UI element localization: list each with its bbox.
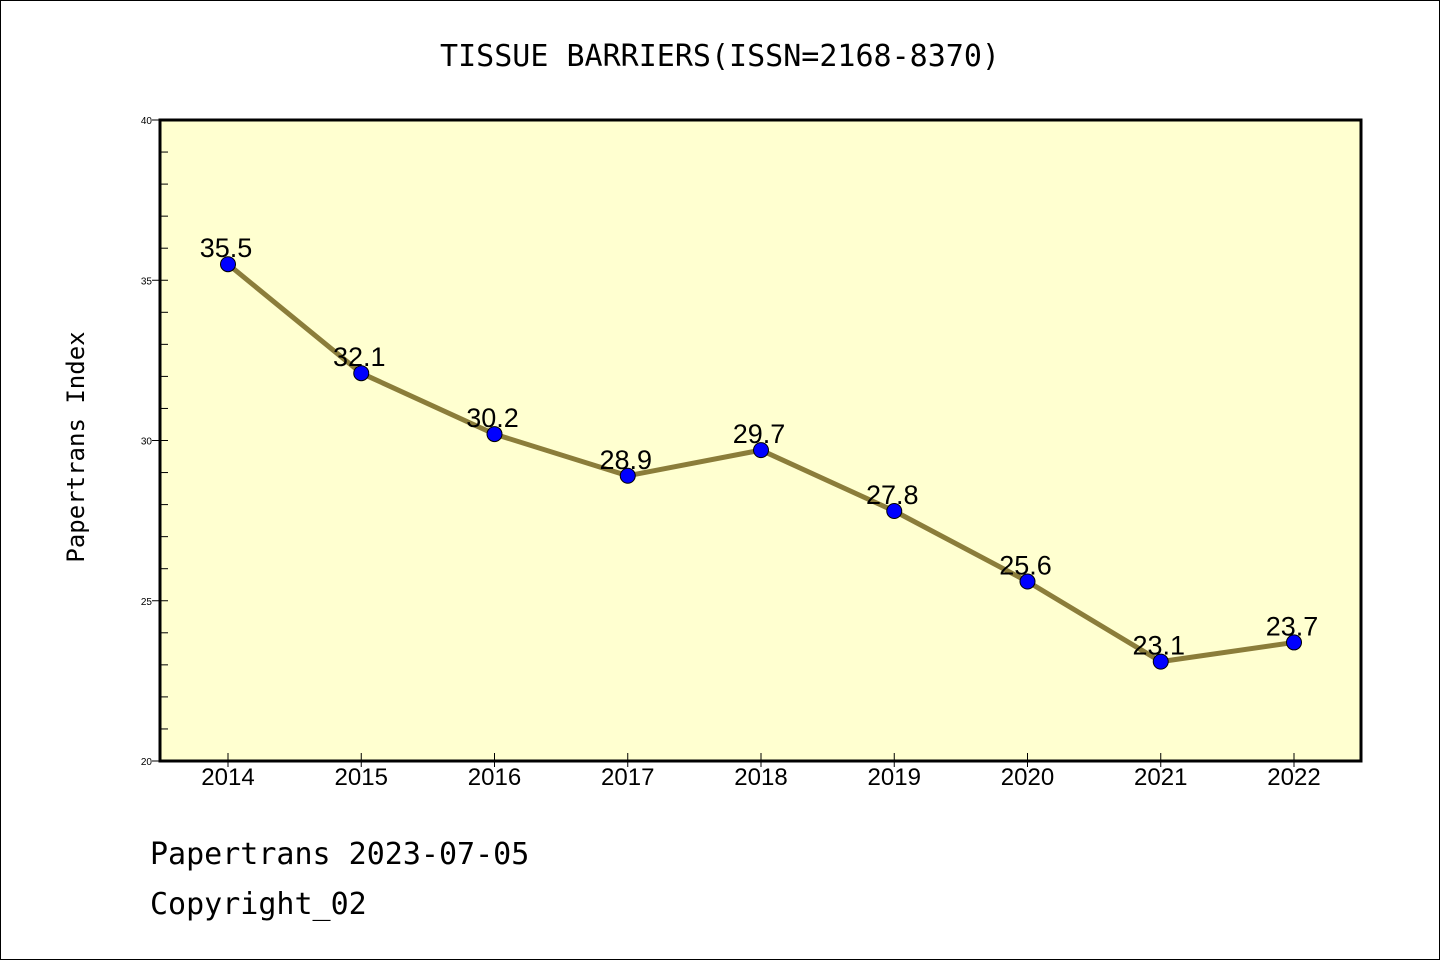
data-point [486, 426, 503, 443]
data-label: 30.2 [466, 403, 519, 433]
data-labels: 35.5 32.1 30.2 28.9 29.7 27.8 25.6 23.1 23.7 [200, 233, 1319, 660]
y-axis-label: Papertrans Index [62, 331, 90, 562]
x-tick-label: 2016 [468, 764, 521, 791]
footer-copyright: Copyright_02 [150, 887, 367, 922]
x-tick-label: 2022 [1267, 764, 1320, 791]
plot-border [158, 118, 1363, 763]
data-point [1152, 653, 1169, 670]
data-point [220, 256, 236, 273]
y-tick-label: 40 [141, 116, 153, 127]
x-tick-label: 2020 [1001, 764, 1054, 791]
data-point [886, 503, 903, 520]
data-label: 23.7 [1266, 611, 1319, 641]
data-label: 35.5 [200, 233, 253, 263]
data-label: 32.1 [333, 342, 386, 372]
data-point [1019, 573, 1036, 590]
footer-source: Papertrans 2023-07-05 [150, 837, 529, 872]
data-label: 28.9 [599, 445, 652, 475]
data-label: 23.1 [1132, 631, 1185, 661]
x-tick-label: 2021 [1134, 764, 1187, 791]
chart-title: TISSUE BARRIERS(ISSN=2168-8370) [440, 39, 1000, 74]
y-tick-label: 25 [141, 597, 153, 608]
markers [220, 256, 1302, 670]
y-tick-label: 20 [141, 757, 153, 768]
y-tick-label: 35 [141, 276, 153, 287]
data-label: 29.7 [733, 419, 786, 449]
x-tick-label: 2018 [734, 764, 787, 791]
data-point [619, 467, 636, 484]
x-tick-label: 2017 [601, 764, 654, 791]
data-label: 25.6 [999, 551, 1052, 581]
data-point [753, 442, 769, 459]
data-point [353, 365, 370, 382]
x-tick-label: 2019 [868, 764, 921, 791]
data-point [1286, 634, 1302, 651]
x-tick-label: 2015 [335, 764, 388, 791]
y-tick-label: 30 [141, 437, 153, 448]
x-tick-label: 2014 [201, 764, 254, 791]
data-label: 27.8 [866, 480, 919, 510]
x-axis: 2014 2015 2016 2017 2018 2019 2020 2021 2022 [201, 753, 1321, 791]
